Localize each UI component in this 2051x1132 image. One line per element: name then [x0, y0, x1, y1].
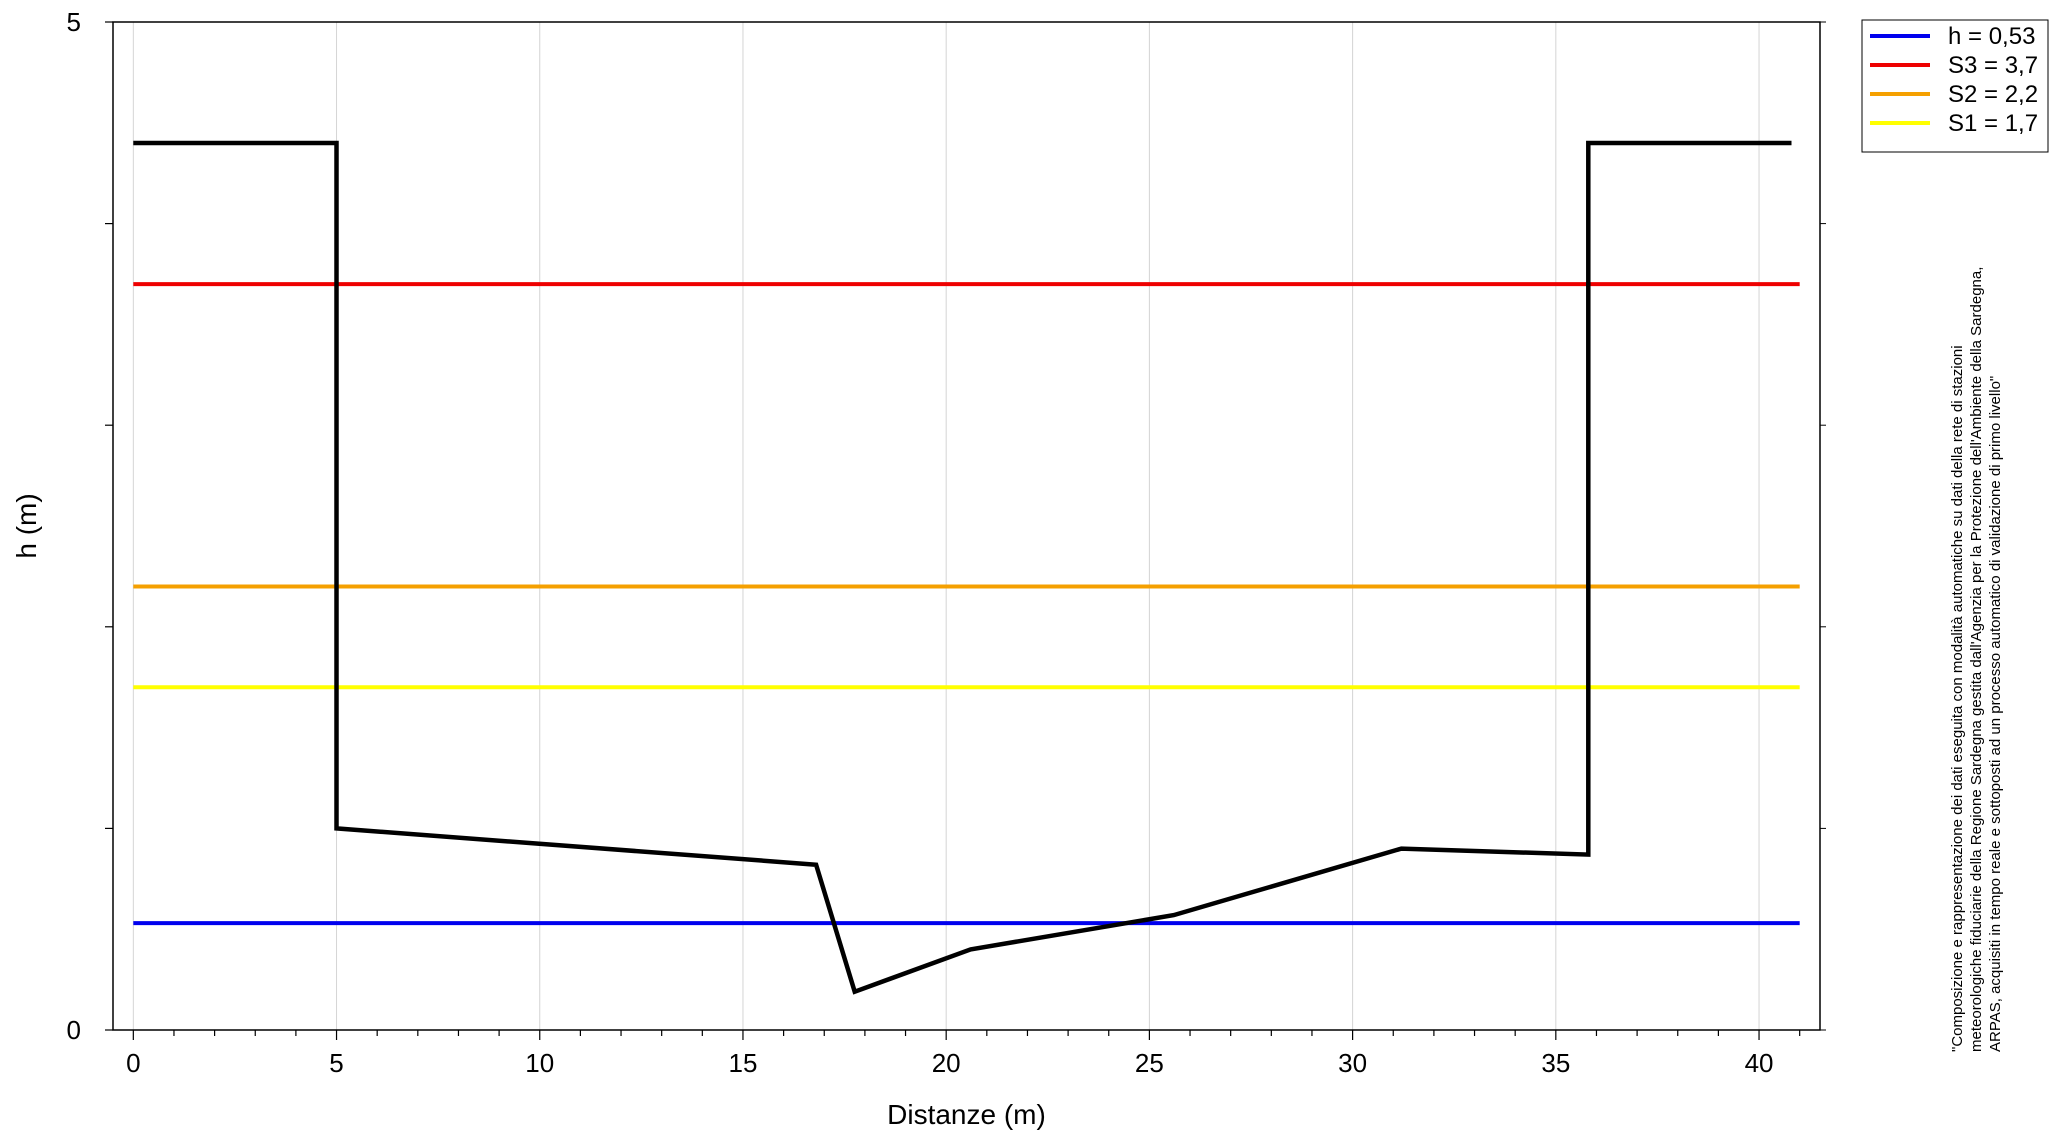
legend-label: S1 = 1,7 — [1948, 110, 2038, 137]
profile-line — [133, 140, 1792, 995]
axis-ticks: 0 5 10 15 20 25 30 35 40 0 5 — [67, 7, 1826, 1078]
legend-label: S3 = 3,7 — [1948, 52, 2038, 79]
y-axis-title: h (m) — [11, 493, 42, 558]
cross-section-profile — [133, 140, 1792, 995]
note-text-block: "Composizione e rappresentazione dei dat… — [1949, 267, 2004, 1052]
legend-box — [1861, 19, 2049, 153]
y-tick-label: 5 — [67, 7, 81, 37]
threshold-lines — [133, 282, 1800, 926]
data-source-note: "Composizione e rappresentazione dei dat… — [1949, 267, 2004, 1052]
y-tick-label: 0 — [67, 1015, 81, 1045]
x-tick-label: 25 — [1135, 1048, 1164, 1078]
x-tick-label: 20 — [932, 1048, 961, 1078]
note-line: meteorologiche fiduciarie della Regione … — [1968, 267, 1985, 1052]
x-tick-label: 15 — [729, 1048, 758, 1078]
note-line: ARPAS, acquisiti in tempo reale e sottop… — [1987, 376, 2004, 1052]
x-tick-label: 40 — [1745, 1048, 1774, 1078]
x-tick-label: 5 — [329, 1048, 343, 1078]
legend-label: S2 = 2,2 — [1948, 81, 2038, 108]
x-tick-label: 30 — [1338, 1048, 1367, 1078]
x-tick-label: 10 — [525, 1048, 554, 1078]
note-line: "Composizione e rappresentazione dei dat… — [1949, 345, 1966, 1052]
plot-frame — [112, 21, 1821, 1031]
legend-label: h = 0,53 — [1948, 23, 2035, 50]
x-tick-label: 35 — [1541, 1048, 1570, 1078]
x-tick-label: 0 — [126, 1048, 140, 1078]
x-axis-title: Distanze (m) — [887, 1099, 1046, 1130]
grid — [132, 22, 1760, 1030]
